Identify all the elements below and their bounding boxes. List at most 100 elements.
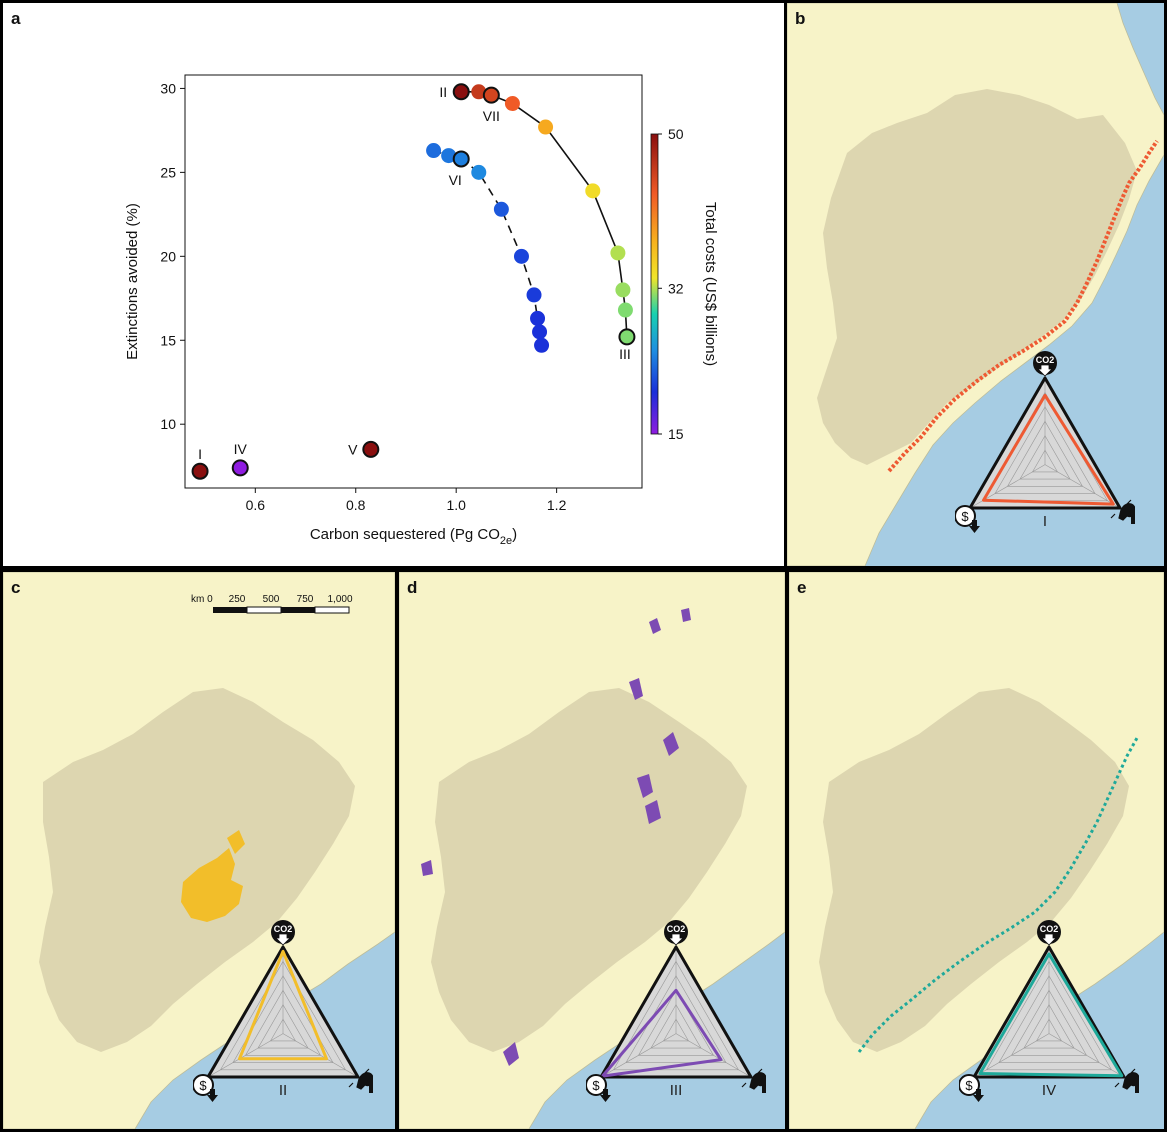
- radar-grid-ring: [637, 989, 715, 1056]
- pareto-chart: 0.6 0.8 1.0 1.2 10 15 20 25 30 Carbon sequestered…: [124, 74, 719, 547]
- dollar-icon-text: $: [592, 1078, 600, 1093]
- panel-c: c km 0 250 500 750 1,000 CO2 $ II: [3, 572, 395, 1129]
- dollar-icon-text: $: [965, 1078, 973, 1093]
- down-arrow-icon: [275, 933, 291, 946]
- panel-a: a 0.6 0.8 1.0 1.2 10 15 20 25 30 Carbon sequester…: [3, 3, 784, 566]
- radar-grid-ring: [1019, 435, 1071, 480]
- down-arrow-icon: [1037, 364, 1053, 377]
- biome-region: [819, 688, 1129, 1052]
- point-label: IV: [234, 441, 248, 457]
- data-point: [191, 462, 209, 480]
- data-point: [618, 328, 636, 346]
- data-point: [362, 440, 380, 458]
- data-point: [615, 282, 631, 298]
- point-label: III: [619, 346, 631, 362]
- down-arrow-icon: [969, 520, 980, 533]
- up-arrow-icon: [1132, 1076, 1139, 1093]
- scale-label: 750: [297, 594, 314, 605]
- radar-grid-ring: [244, 989, 322, 1056]
- colorbar-tick-label: 15: [668, 426, 684, 442]
- radar-value: [601, 988, 723, 1078]
- panel-label-c: c: [11, 578, 21, 597]
- y-axis-label: Extinctions avoided (%): [124, 203, 141, 360]
- co2-icon-text: CO2: [274, 924, 293, 934]
- plot-frame: [184, 74, 643, 489]
- panel-d: d CO2 $ III: [399, 572, 785, 1129]
- data-point: [513, 248, 529, 264]
- radar-body: CO2 $: [959, 920, 1139, 1102]
- radar-axis: [282, 1033, 359, 1078]
- radar-d: CO2 $ III: [586, 920, 766, 1102]
- down-arrow-icon: [207, 1089, 218, 1102]
- data-point: [585, 183, 601, 199]
- data-point: [482, 86, 500, 104]
- dollar-icon: [586, 1074, 607, 1096]
- y-tick-label: 10: [160, 416, 176, 432]
- frog-icon: [348, 1068, 373, 1090]
- radar-value: [238, 949, 328, 1061]
- data-point: [231, 459, 249, 477]
- radar-grid-ring: [269, 1018, 297, 1042]
- frog-icon: [1114, 1068, 1139, 1090]
- x-tick-label: 0.6: [246, 497, 266, 513]
- highlight-patch: [887, 139, 1159, 473]
- radar-value: [978, 952, 1124, 1078]
- panel-e: e CO2 $ IV: [789, 572, 1164, 1129]
- colorbar-tick-label: 50: [668, 126, 684, 142]
- up-arrow-icon: [759, 1076, 766, 1093]
- radar-grid-ring: [219, 960, 347, 1071]
- biome-region: [431, 688, 747, 1052]
- frog-icon: [1110, 499, 1135, 521]
- panel-label-e: e: [797, 578, 807, 597]
- colorbar-label: Total costs (US$ billions): [702, 202, 719, 366]
- down-arrow-icon: [668, 933, 684, 946]
- panel-b: b CO2 $ I: [787, 3, 1164, 566]
- x-tick-label: 1.0: [446, 497, 466, 513]
- radar-axis: [1044, 464, 1121, 509]
- radar-body: CO2 $: [955, 351, 1135, 533]
- radar-grid-ring: [1031, 449, 1059, 473]
- down-arrow-icon: [973, 1089, 984, 1102]
- dollar-icon: [193, 1074, 214, 1096]
- dollar-icon-text: $: [199, 1078, 207, 1093]
- data-point: [532, 324, 548, 340]
- data-point: [441, 148, 457, 164]
- point-label: VI: [449, 172, 462, 188]
- highlight-patch: [227, 830, 245, 854]
- colorbar: [650, 133, 659, 435]
- data-point: [426, 143, 442, 159]
- radar-frame: [968, 376, 1122, 510]
- x-tick-label: 0.8: [346, 497, 366, 513]
- x-axis-label-end: ): [512, 526, 517, 543]
- radar-grid-ring: [662, 1018, 690, 1042]
- y-tick-label: 25: [160, 164, 176, 180]
- y-tick-label: 20: [160, 248, 176, 264]
- frog-icon: [741, 1068, 766, 1090]
- scale-label: 250: [229, 594, 246, 605]
- scale-label: 500: [263, 594, 280, 605]
- radar-c: CO2 $ II: [193, 920, 373, 1102]
- y-tick-label: 30: [160, 80, 176, 96]
- point-label: VII: [483, 108, 500, 124]
- radar-axis: [207, 1033, 284, 1078]
- point-label: II: [439, 84, 447, 100]
- data-point: [471, 164, 487, 180]
- data-point: [534, 337, 550, 353]
- radar-label: II: [279, 1082, 287, 1099]
- map-b: [787, 3, 1164, 566]
- point-label: I: [198, 446, 202, 462]
- radar-grid-ring: [1010, 989, 1088, 1056]
- scale-label: km 0: [191, 594, 213, 605]
- panel-label-b: b: [795, 9, 806, 28]
- highlight-patches: [421, 608, 691, 1066]
- radar-grid-ring: [994, 406, 1096, 494]
- dollar-icon: [955, 505, 976, 527]
- x-axis-label: Carbon sequestered (Pg CO2e): [310, 526, 517, 547]
- x-axis-label-sub: 2e: [500, 535, 512, 547]
- radar-value: [982, 393, 1115, 506]
- panel-label-a: a: [11, 9, 21, 28]
- up-arrow-icon: [1128, 507, 1135, 524]
- radar-frame: [599, 945, 753, 1079]
- radar-grid-ring: [1023, 1004, 1075, 1049]
- radar-e: CO2 $ IV: [959, 920, 1139, 1102]
